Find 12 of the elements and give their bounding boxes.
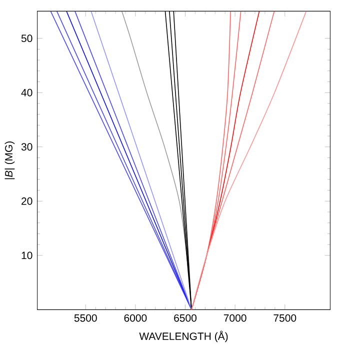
x-tick-label: 6500 xyxy=(174,314,197,322)
y-tick-label: 10 xyxy=(22,252,33,260)
y-tick-label: 50 xyxy=(22,34,33,42)
x-tick-label: 7500 xyxy=(274,314,296,322)
x-tick-label: 7000 xyxy=(224,314,247,322)
y-tick-label: 40 xyxy=(21,88,33,96)
x-tick-label: 6000 xyxy=(124,314,147,322)
x-tick-label: 5500 xyxy=(74,314,98,322)
y-tick-label: 30 xyxy=(22,143,33,151)
x-axis-title: WAVELENGTH (Å) xyxy=(139,330,228,342)
y-tick-label: 20 xyxy=(22,197,33,205)
y-axis-title: |B| (MG) xyxy=(5,141,15,180)
